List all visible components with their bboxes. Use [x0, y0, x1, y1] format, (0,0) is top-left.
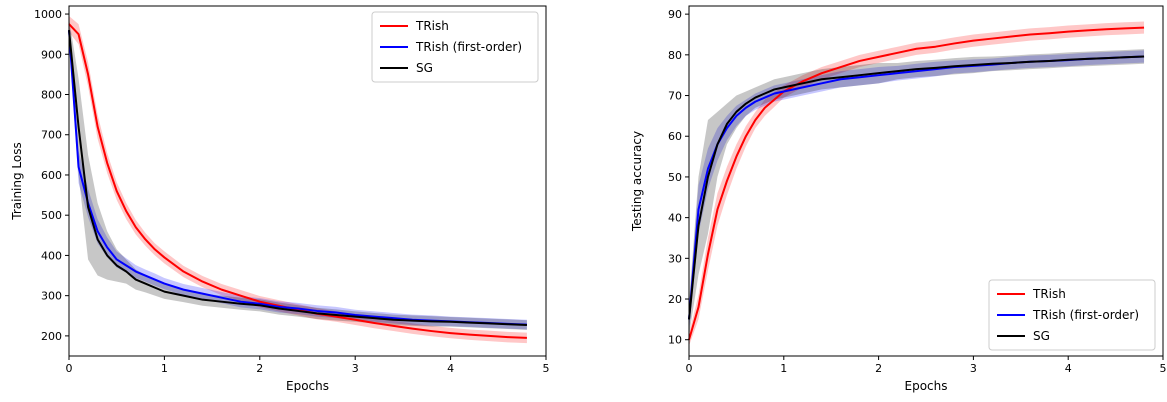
y-tick-label: 300: [41, 290, 62, 303]
x-tick-label: 3: [970, 362, 977, 375]
y-tick-label: 80: [668, 49, 682, 62]
x-tick-label: 5: [543, 362, 550, 375]
legend-label-2: SG: [1033, 329, 1050, 343]
legend-label-1: TRish (first-order): [415, 40, 522, 54]
y-tick-label: 200: [41, 330, 62, 343]
series-line-2: [688, 55, 1145, 320]
y-tick-label: 50: [668, 171, 682, 184]
y-tick-label: 700: [41, 129, 62, 142]
series-line-0: [688, 26, 1145, 341]
y-axis-label: Testing accuracy: [630, 131, 644, 232]
x-tick-label: 3: [352, 362, 359, 375]
testing-accuracy-chart: 0 1 2 3 4 5 10 20 30 40 50 60 70 80 90 Epochs Testing ac…: [630, 5, 1167, 393]
x-tick-label: 4: [447, 362, 454, 375]
x-tick-label: 2: [875, 362, 882, 375]
y-tick-label: 90: [668, 8, 682, 21]
legend-label-0: TRish: [415, 19, 449, 33]
y-tick-label: 10: [668, 334, 682, 347]
plot-frame: [688, 5, 1164, 357]
x-tick-label: 1: [780, 362, 787, 375]
y-tick-label: 20: [668, 293, 682, 306]
y-tick-label: 900: [41, 48, 62, 61]
y-tick-label: 40: [668, 212, 682, 225]
legend-label-2: SG: [416, 61, 433, 75]
x-tick-label: 0: [686, 362, 693, 375]
legend-label-1: TRish (first-order): [1032, 308, 1139, 322]
x-tick-label: 1: [161, 362, 168, 375]
legend-label-0: TRish: [1032, 287, 1066, 301]
training-loss-chart: 0 1 2 3 4 5 200 300 400 500 600 700 800 900 1000 Epochs…: [10, 5, 550, 393]
x-tick-label: 4: [1065, 362, 1072, 375]
legend: TRish TRish (first-order) SG: [371, 11, 539, 83]
series-line-2: [68, 30, 527, 327]
y-axis-label: Training Loss: [10, 142, 24, 220]
x-axis-label: Epochs: [905, 379, 948, 393]
y-tick-label: 800: [41, 89, 62, 102]
y-tick-label: 600: [41, 169, 62, 182]
y-tick-label: 500: [41, 209, 62, 222]
x-tick-label: 0: [66, 362, 73, 375]
x-tick-label: 2: [256, 362, 263, 375]
legend-box: [371, 11, 539, 83]
y-tick-label: 30: [668, 252, 682, 265]
y-tick-label: 70: [668, 90, 682, 103]
series-line-0: [68, 23, 527, 339]
legend: TRish TRish (first-order) SG: [988, 279, 1156, 351]
y-tick-label: 1000: [34, 8, 62, 21]
y-tick-label: 400: [41, 249, 62, 262]
x-tick-label: 5: [1160, 362, 1167, 375]
y-tick-label: 60: [668, 130, 682, 143]
legend-box: [988, 279, 1156, 351]
plot-frame: [68, 5, 547, 357]
x-axis-label: Epochs: [286, 379, 329, 393]
